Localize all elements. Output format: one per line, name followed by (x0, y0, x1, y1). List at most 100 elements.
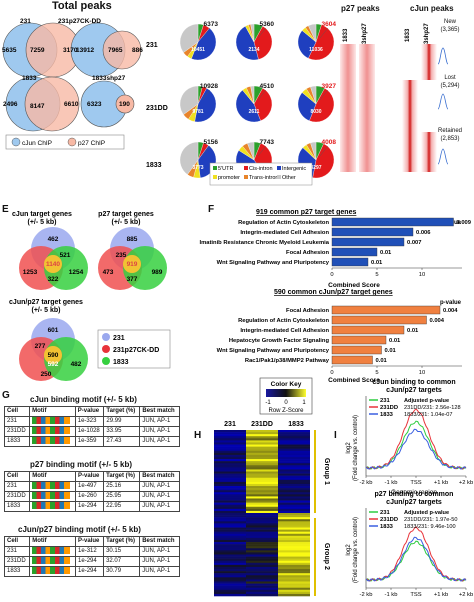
label-new: New (3,365) (430, 18, 470, 34)
pie-slice (247, 141, 255, 161)
table-header: P-value (75, 536, 105, 547)
motif-table-title: p27 binding motif (+/- 5 kb) (30, 460, 132, 469)
row-label-231: 231 (146, 42, 158, 49)
heatmap-cell (278, 500, 310, 503)
heatmap-cell (278, 444, 310, 447)
e1-r2: 521 (60, 252, 71, 259)
venn-a2-b: 886 (132, 47, 143, 54)
heatmap-cell (278, 585, 310, 588)
heatmap-cell (214, 577, 246, 580)
heatmap-cell (278, 546, 310, 549)
heatmap-h: Color Key -1 0 1 Row Z-Score 231 231DD 1… (214, 377, 330, 597)
heatmap-cell (214, 521, 246, 524)
heatmap-cell (278, 539, 310, 543)
heatmap-cell (246, 461, 278, 464)
motif-logo (32, 417, 71, 424)
heatmap-cell (246, 548, 278, 551)
cell: JUN, AP-1 (139, 545, 180, 558)
i1-xlabel: Genomic region (391, 489, 437, 496)
heatmap-cell (278, 575, 310, 578)
col-1833-a: 1833 (343, 28, 349, 42)
pie-slice (253, 26, 273, 60)
heatmap-cell (214, 554, 246, 557)
profile-line (365, 428, 467, 470)
heatmap-cell (246, 577, 278, 580)
legend-label: 231 (380, 510, 390, 516)
heatmap-cell (214, 550, 246, 553)
label-lost-count: (5,294) (440, 83, 460, 89)
heatmap-cell (246, 483, 278, 487)
pie-slice (179, 23, 199, 53)
table-header: Target (%) (103, 536, 141, 547)
heatmap-cell (246, 452, 278, 456)
bar (331, 335, 387, 345)
e1-r6: 1254 (69, 269, 84, 276)
heatmap-cell (278, 432, 310, 435)
x-tick-label: 5 (375, 272, 378, 278)
cell: 231DD (3, 491, 31, 503)
heatmap-cell (278, 558, 310, 562)
heatmap-cell (246, 490, 278, 493)
heatmap-cell (246, 510, 278, 514)
heatmap-cell (246, 542, 278, 545)
heatmap-cell (278, 537, 310, 541)
heatmap-cell (278, 566, 310, 570)
heatmap-cell (214, 583, 246, 586)
heatmap-cell (278, 533, 310, 537)
heatmap-cell (214, 434, 246, 437)
x-tick-label: +1 kb (434, 592, 448, 598)
x-tick-label: +2 kb (459, 480, 473, 486)
heatmap-cell (246, 450, 278, 454)
venn-a: 231 231p27CK-DD 5635 7259 3170 13912 796… (2, 18, 143, 150)
ck-tick-3: 1 (302, 400, 306, 406)
cell: 1833 (3, 501, 31, 513)
heatmap-cell (214, 459, 246, 462)
cell: 231 (3, 545, 31, 558)
heatmap-cell (214, 448, 246, 452)
e3-r1: 601 (48, 327, 59, 334)
heatmap-cell (214, 461, 246, 464)
heatmap-cell (278, 510, 310, 514)
heatmap-cell (246, 558, 278, 562)
venn-a3-right: 1833shp27 (92, 75, 126, 82)
leg-5utr: 5'UTR (218, 166, 233, 172)
heatmap-cell (278, 529, 310, 532)
venn-e2-title2: (+/- 5 kb) (112, 219, 141, 226)
heatmap-cell (246, 440, 278, 443)
cell: 231DD (3, 556, 31, 568)
table-header: Best match (139, 406, 180, 417)
heatmap-cell (278, 448, 310, 452)
heatmap-cell (278, 515, 310, 518)
heatmap-cell (246, 481, 278, 485)
cell: 30.15 (103, 545, 141, 558)
motif-logo (32, 492, 71, 500)
heatmap-cell (214, 467, 246, 470)
bar (331, 345, 382, 355)
heatmap-cell (246, 573, 278, 576)
bar (331, 237, 405, 247)
heatmap-cell (214, 438, 246, 441)
cell: 27.43 (103, 436, 141, 448)
heatmap-cell (246, 475, 278, 479)
venn-a2-ab: 7965 (108, 47, 123, 54)
heatmap-cell (214, 486, 246, 489)
heatmap-cell (214, 519, 246, 522)
motif-logo (32, 482, 71, 489)
heatmap-cell (278, 494, 310, 497)
h-col-231: 231 (224, 421, 236, 428)
pvalue-text: 231DD/231: 2.56e-128 (404, 405, 461, 411)
heatmap-cell (278, 517, 310, 520)
heatmap-cell (214, 593, 246, 597)
heatmap-cell (278, 463, 310, 466)
heatmap-cell (214, 533, 246, 537)
heatmap-cell (246, 508, 278, 512)
h-col-231dd: 231DD (251, 421, 273, 428)
table-header: Best match (139, 536, 180, 547)
venn-e2-title1: p27 target genes (98, 211, 154, 218)
line-charts-i: cJun binding to common cJun/p27 targets … (346, 379, 473, 598)
heatmap-cell (278, 471, 310, 474)
pvalue-text: Adjusted p-value (404, 510, 449, 516)
heatmap-cell (214, 475, 246, 479)
heatmap-cell (278, 550, 310, 553)
row-label-1833: 1833 (146, 162, 162, 169)
